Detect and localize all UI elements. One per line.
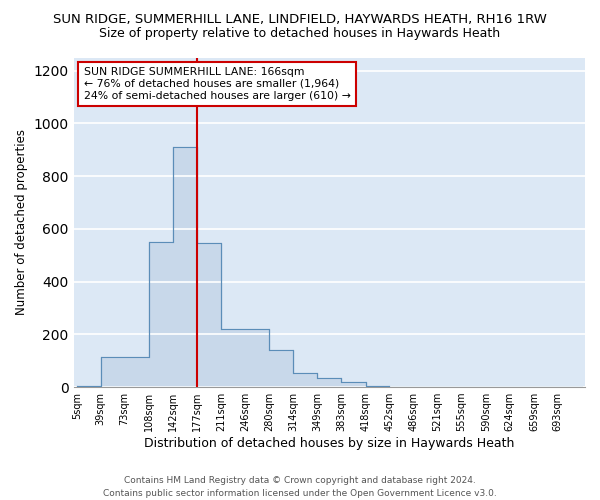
Text: Size of property relative to detached houses in Haywards Heath: Size of property relative to detached ho…	[100, 28, 500, 40]
Text: Contains HM Land Registry data © Crown copyright and database right 2024.
Contai: Contains HM Land Registry data © Crown c…	[103, 476, 497, 498]
Text: SUN RIDGE, SUMMERHILL LANE, LINDFIELD, HAYWARDS HEATH, RH16 1RW: SUN RIDGE, SUMMERHILL LANE, LINDFIELD, H…	[53, 12, 547, 26]
Text: SUN RIDGE SUMMERHILL LANE: 166sqm
← 76% of detached houses are smaller (1,964)
2: SUN RIDGE SUMMERHILL LANE: 166sqm ← 76% …	[84, 68, 350, 100]
Y-axis label: Number of detached properties: Number of detached properties	[15, 130, 28, 316]
X-axis label: Distribution of detached houses by size in Haywards Heath: Distribution of detached houses by size …	[144, 437, 514, 450]
